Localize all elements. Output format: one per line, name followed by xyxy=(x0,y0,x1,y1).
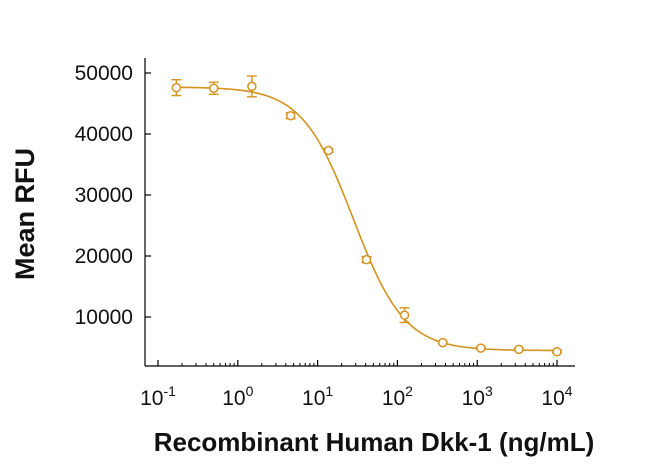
data-point xyxy=(208,81,219,96)
x-ticks: 10-1 100 101 102 103 104 xyxy=(140,360,573,410)
x-tick-base: 10 xyxy=(541,387,564,410)
x-tick-exponent: 1 xyxy=(325,383,333,399)
x-tick-label: 101 xyxy=(302,383,333,410)
data-point xyxy=(437,337,448,348)
y-ticks: 10000 20000 30000 40000 50000 xyxy=(75,62,151,329)
data-marker xyxy=(552,347,562,357)
y-axis-title: Mean RFU xyxy=(10,148,40,280)
x-tick-label: 104 xyxy=(541,383,572,410)
x-axis-title: Recombinant Human Dkk-1 (ng/mL) xyxy=(154,427,595,457)
data-marker xyxy=(476,343,486,353)
data-marker xyxy=(285,110,296,121)
data-point xyxy=(475,343,486,353)
data-point xyxy=(246,75,257,98)
x-tick-exponent: 3 xyxy=(485,383,493,399)
data-marker xyxy=(399,310,410,320)
data-marker xyxy=(171,82,182,93)
x-tick-base: 10 xyxy=(140,387,163,410)
y-tick-label: 10000 xyxy=(75,306,133,329)
y-axis: 10000 20000 30000 40000 50000 xyxy=(75,58,151,366)
data-point xyxy=(361,254,372,265)
x-tick-base: 10 xyxy=(462,387,485,410)
data-marker xyxy=(514,344,524,355)
data-marker xyxy=(361,254,372,265)
data-point xyxy=(323,145,334,156)
x-tick-exponent: 2 xyxy=(405,383,413,399)
x-tick-base: 10 xyxy=(222,387,245,410)
data-marker xyxy=(209,83,219,93)
data-marker xyxy=(247,81,257,92)
x-tick-base: 10 xyxy=(302,387,325,410)
data-points xyxy=(171,75,562,357)
x-tick-label: 103 xyxy=(462,383,493,410)
x-tick-label: 10-1 xyxy=(140,383,176,410)
data-point xyxy=(513,344,524,355)
data-point xyxy=(552,347,562,357)
data-marker xyxy=(323,145,334,156)
x-axis: 10-1 100 101 102 103 104 xyxy=(140,360,575,410)
y-tick-label: 30000 xyxy=(75,184,133,207)
x-tick-exponent: -1 xyxy=(163,383,176,399)
x-tick-base: 10 xyxy=(382,387,405,410)
x-tick-exponent: 0 xyxy=(246,383,254,399)
x-tick-exponent: 4 xyxy=(565,383,573,399)
y-tick-label: 50000 xyxy=(75,62,133,85)
x-tick-label: 100 xyxy=(222,383,253,410)
data-point xyxy=(171,79,182,97)
fit-curve xyxy=(176,86,558,352)
x-tick-label: 102 xyxy=(382,383,413,410)
data-point xyxy=(399,307,410,324)
data-marker xyxy=(437,337,448,348)
y-tick-label: 20000 xyxy=(75,245,133,268)
y-tick-label: 40000 xyxy=(75,123,133,146)
data-point xyxy=(285,110,296,121)
